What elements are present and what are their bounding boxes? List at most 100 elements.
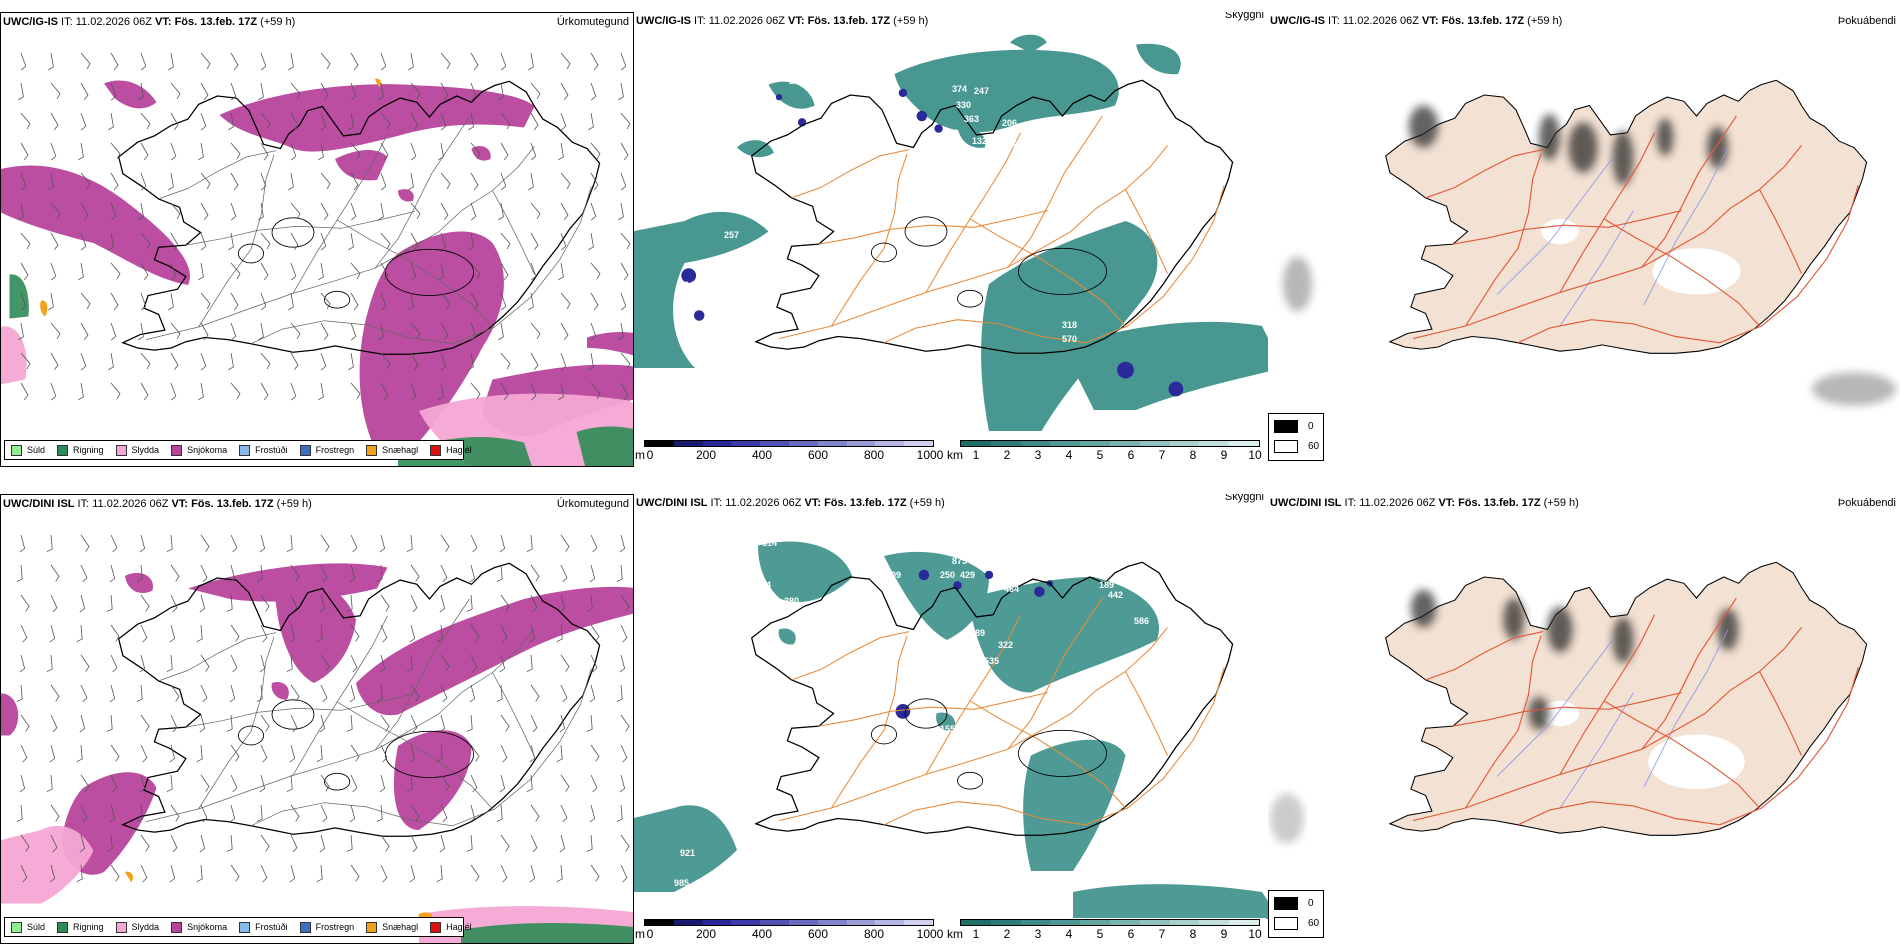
colorbar-tick: 600 (807, 448, 829, 462)
colorbar-segment (1229, 920, 1259, 925)
wind-barb (140, 112, 151, 130)
wind-barb (530, 564, 540, 582)
cloud-base-value: 586 (1134, 616, 1149, 626)
wind-barb (590, 624, 600, 642)
wind-barb (198, 262, 204, 281)
cloud-base-value: 330 (956, 100, 971, 110)
cloud-base-value: 614 (762, 538, 777, 548)
wind-barb (46, 774, 53, 792)
wind-barb (560, 564, 568, 583)
wind-barb (320, 82, 329, 101)
wind-barb (350, 624, 360, 642)
wind-barb (350, 322, 357, 341)
wind-barb (528, 52, 534, 71)
wind-barb (110, 172, 119, 191)
colorbar-segment (817, 920, 847, 925)
wind-barb (410, 82, 421, 100)
wind-barb (406, 534, 413, 552)
wind-barb (620, 864, 628, 883)
wind-barb (530, 804, 540, 822)
wind-barb (19, 774, 26, 793)
wind-barb (500, 112, 511, 130)
wind-barb (410, 232, 419, 251)
wind-barb (590, 654, 598, 673)
wind-barb (49, 864, 56, 883)
legend-swatch (430, 444, 442, 456)
wind-barb (410, 382, 417, 401)
cloud-base-value: 155 (940, 724, 955, 734)
fog-legend-row: 60 (1274, 440, 1319, 453)
wind-barb (19, 534, 26, 553)
wind-barb (590, 864, 600, 882)
wind-barb (80, 232, 87, 251)
wind-barb (380, 52, 387, 71)
wind-barb (290, 232, 299, 251)
wind-barb (20, 834, 30, 852)
wind-barb (170, 142, 177, 161)
cloud-base-value: 964 (716, 880, 731, 890)
wind-barb (50, 202, 61, 220)
wind-barb (410, 804, 420, 822)
wind-barb (350, 292, 359, 311)
wind-barb (318, 142, 324, 161)
wind-barb (620, 262, 629, 281)
wind-barb (110, 864, 120, 882)
wind-barb (350, 534, 358, 553)
wind-barb (410, 352, 419, 371)
legend-label: Frostregn (315, 922, 355, 932)
wind-barb (590, 262, 601, 280)
wind-barb (530, 352, 539, 371)
wind-barb (200, 774, 210, 792)
wind-barb (289, 624, 296, 643)
wind-barb (380, 352, 391, 370)
precip-legend: Súld Rigning Slydda Snjókoma Frostúði Frostre… (4, 917, 472, 937)
wind-barb (140, 352, 151, 370)
wind-barb (350, 654, 358, 673)
wind-barb (50, 382, 57, 401)
colorbar-tick: 7 (1158, 927, 1166, 941)
wind-barb (586, 594, 593, 612)
colorbar-segment (1050, 920, 1081, 925)
wind-barb (350, 82, 357, 101)
wind-barb (230, 202, 237, 221)
snow-areas (1, 563, 633, 875)
fog-legend-swatch (1274, 420, 1298, 433)
wind-barb (288, 292, 294, 311)
cloud-base-value: 409 (886, 570, 901, 580)
wind-barb (260, 172, 267, 191)
wind-barb (170, 594, 178, 613)
colorbar-segment (990, 441, 1021, 446)
colorbar-strip (644, 440, 934, 447)
wind-barb (410, 564, 420, 582)
cloud-base-value: 921 (680, 848, 695, 858)
offshore-fog (1282, 256, 1896, 406)
wind-barb (170, 202, 181, 220)
wind-barb (470, 52, 479, 71)
wind-barb (440, 232, 447, 251)
wind-barb (530, 594, 538, 613)
wind-barb (110, 382, 121, 400)
wind-barb (108, 232, 114, 251)
wind-barb (258, 202, 264, 221)
wind-barb (556, 864, 563, 882)
wind-barb (620, 834, 630, 852)
wind-barb (346, 594, 353, 612)
wind-barb (48, 52, 54, 71)
wind-barb (320, 804, 328, 823)
legend-swatch (299, 921, 311, 933)
cloud-base-value: 362 (774, 104, 789, 114)
wind-barb (380, 382, 389, 401)
wind-barb (170, 804, 180, 822)
snow-pellet-areas (40, 78, 381, 317)
colorbar-tick: 5 (1096, 927, 1104, 941)
wind-barb (470, 864, 480, 882)
wind-barb (229, 564, 236, 583)
colorbar-segment (702, 441, 732, 446)
wind-barb (620, 232, 631, 250)
wind-barbs (18, 52, 631, 401)
wind-barb (470, 654, 478, 673)
wind-barb (286, 534, 293, 552)
wind-barb (169, 864, 176, 883)
wind-barb (139, 534, 146, 553)
colorbar-tick: 1000 (916, 927, 944, 941)
